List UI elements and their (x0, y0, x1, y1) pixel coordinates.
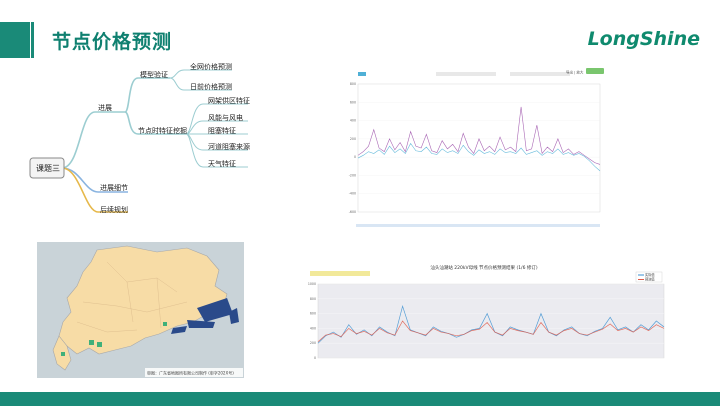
y-tick-label: 600 (310, 312, 316, 316)
mindmap-branch-progress: 进展 (98, 104, 112, 112)
mindmap-root: 课题三 (36, 164, 60, 173)
mindmap-leaf: 风能与风电 (208, 114, 243, 122)
series-line-1 (357, 106, 601, 165)
y-tick-label: 1000 (308, 282, 316, 286)
price-feature-chart: 导出 | 放大 -600 -400 -200 0 200 400 600 800 (340, 66, 605, 230)
price-forecast-chart: 汕头汕潮站 220kV母线 节点价格预测结果 (1/6 修订) 实际值 预测值 … (302, 262, 666, 368)
guangdong-map: 审图：广东省地图所有限公司制作 (审字202X号) (37, 242, 244, 378)
legend-label-forecast: 预测值 (645, 277, 655, 282)
mindmap-branch-plan: 后续规划 (100, 206, 128, 214)
legend-swatch (436, 72, 496, 76)
map-graphic: 审图：广东省地图所有限公司制作 (审字202X号) (37, 242, 244, 378)
mindmap-leaf: 天气特征 (208, 160, 236, 168)
mindmap-node-model-validation: 模型验证 (140, 71, 168, 79)
header-accent-bar (0, 22, 34, 58)
y-tick-label: 0 (354, 155, 356, 159)
y-tick-label: 400 (310, 326, 316, 330)
mindmap-leaf: 日前价格预测 (190, 83, 232, 91)
plot-area (317, 283, 665, 359)
mindmap-node-feature-mining: 节点时特征挖掘 (138, 127, 187, 135)
chart-scrollbar[interactable] (356, 224, 600, 227)
y-tick-label: 200 (310, 341, 316, 345)
chart-legend: 实际值 预测值 (635, 271, 663, 283)
plot-area (357, 83, 601, 213)
mindmap-leaf: 河道阻塞来源 (208, 143, 250, 151)
chart-toolbar-button[interactable] (586, 68, 604, 74)
chart-toolbar-label: 导出 | 放大 (566, 70, 584, 75)
map-caption: 审图：广东省地图所有限公司制作 (审字202X号) (147, 370, 234, 376)
page-title: 节点价格预测 (52, 31, 173, 53)
brand-logo: LongShine (587, 28, 700, 50)
mindmap-connectors (29, 69, 248, 213)
y-tick-label: 200 (350, 137, 356, 141)
y-tick-label: -600 (349, 210, 356, 214)
mindmap-leaf: 网架供区特征 (208, 97, 250, 105)
legend-label-actual: 实际值 (645, 272, 655, 277)
legend-swatch (358, 72, 366, 76)
y-tick-label: -200 (349, 173, 356, 177)
y-tick-label: 800 (350, 82, 356, 86)
y-tick-label: 800 (310, 297, 316, 301)
y-tick-label: 600 (350, 100, 356, 104)
mindmap-branch-detail: 进展细节 (100, 184, 128, 192)
legend-swatch (510, 72, 570, 76)
y-tick-label: 0 (314, 356, 316, 360)
series-line-1 (317, 320, 665, 342)
mindmap-leaf: 阻塞特征 (208, 127, 236, 135)
mindmap-leaf: 全网价格预测 (190, 63, 232, 71)
footer-bar (0, 392, 720, 406)
y-tick-label: -400 (349, 192, 356, 196)
series-line-0 (357, 142, 601, 172)
chart-title: 汕头汕潮站 220kV母线 节点价格预测结果 (1/6 修订) (430, 264, 537, 271)
chart-legend (358, 72, 570, 76)
chart-annotation-box (310, 271, 370, 276)
y-tick-label: 400 (350, 119, 356, 123)
